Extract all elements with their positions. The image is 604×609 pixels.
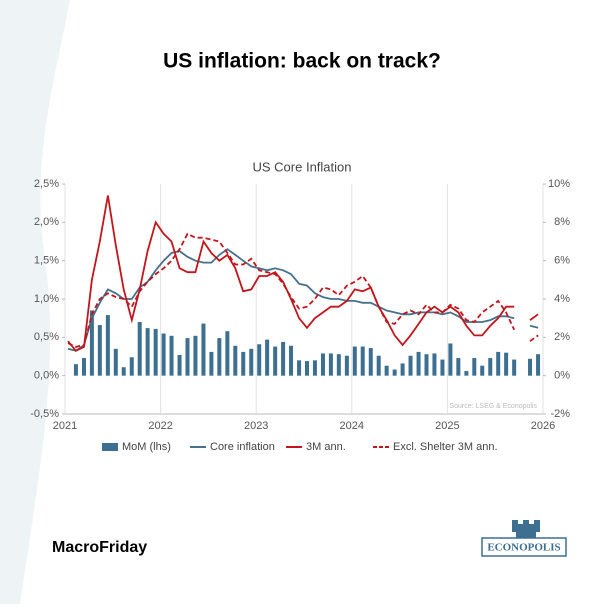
y2-tick-label: 2% [554, 331, 570, 343]
line [67, 195, 539, 352]
bar [289, 345, 294, 376]
bar [496, 351, 501, 376]
bar [440, 359, 445, 376]
bar [504, 352, 509, 376]
bar [512, 359, 517, 376]
brand: MacroFriday [52, 539, 147, 556]
x-tick-label: 2022 [148, 420, 172, 432]
bar [416, 351, 421, 376]
legend-label: MoM (lhs) [122, 441, 171, 453]
bar [129, 357, 134, 376]
bar [169, 335, 174, 376]
y-tick-label: 2,0% [34, 216, 59, 228]
y2-tick-label: 4% [554, 293, 570, 305]
bar [121, 367, 126, 376]
y-tick-label: 2,5% [34, 178, 59, 190]
bar [225, 331, 230, 376]
bar [456, 358, 461, 376]
bar [464, 371, 469, 376]
bar [320, 353, 325, 376]
logo: ECONOPOLIS [481, 520, 567, 557]
bar [408, 355, 413, 376]
logo-text: ECONOPOLIS [487, 542, 560, 554]
bar [528, 358, 533, 376]
bar [297, 360, 302, 376]
bar [145, 328, 150, 376]
bar [137, 322, 142, 376]
bar [480, 365, 485, 376]
bar [376, 355, 381, 376]
y2-tick-label: 0% [554, 370, 570, 382]
logo-box [481, 537, 567, 557]
bar [344, 355, 349, 376]
legend-label: 3M ann. [306, 441, 346, 453]
y2-tick-label: 8% [554, 216, 570, 228]
bar [153, 328, 158, 376]
y-tick-label: 1,0% [34, 293, 59, 305]
bar [249, 348, 254, 376]
bar [424, 354, 429, 376]
chart-title: US Core Inflation [253, 159, 352, 174]
bar [177, 354, 182, 376]
bar [97, 325, 102, 376]
bar [185, 338, 190, 376]
bar [273, 346, 278, 376]
bar [105, 315, 110, 376]
bar [328, 353, 333, 376]
bar [161, 333, 166, 376]
bar [233, 345, 238, 376]
y2-tick-label: -2% [550, 408, 570, 420]
y-tick-label: 0,5% [34, 331, 59, 343]
bar [488, 358, 493, 376]
bar [448, 343, 453, 376]
bar [472, 358, 477, 376]
bar [336, 354, 341, 376]
background-shape [0, 0, 70, 604]
bar [257, 344, 262, 376]
bar [265, 339, 270, 376]
x-tick-label: 2026 [531, 420, 555, 432]
bar [312, 360, 317, 376]
bar [89, 310, 94, 376]
y2-tick-label: 10% [548, 178, 570, 190]
legend-label: Excl. Shelter 3M ann. [393, 441, 498, 453]
line [67, 232, 539, 348]
x-tick-label: 2025 [435, 420, 459, 432]
bar [352, 346, 357, 376]
bar [281, 341, 286, 376]
bar [392, 369, 397, 376]
bar [305, 361, 309, 376]
bar [73, 364, 78, 376]
bar [209, 351, 214, 376]
line [67, 248, 539, 352]
bar [217, 338, 222, 376]
y-tick-label: 0,0% [34, 370, 59, 382]
y-tick-label: 1,5% [34, 255, 59, 267]
x-tick-label: 2021 [53, 420, 77, 432]
bar [81, 358, 86, 376]
logo-icon [512, 520, 540, 542]
page-title: US inflation: back on track? [163, 50, 441, 73]
bar [536, 354, 541, 376]
bar [113, 348, 118, 376]
bar [368, 348, 373, 376]
bar [193, 335, 198, 376]
bar [432, 353, 437, 376]
legend-label: Core inflation [210, 441, 275, 453]
y2-tick-label: 6% [554, 255, 570, 267]
source-note: Source: LSEG & Econopolis [449, 403, 537, 410]
legend-swatch [102, 443, 118, 451]
bar [201, 323, 206, 376]
y-tick-label: -0,5% [30, 408, 59, 420]
bar [360, 346, 365, 376]
bar [384, 365, 389, 376]
x-tick-label: 2023 [244, 420, 268, 432]
bar [400, 363, 405, 376]
bar [241, 351, 246, 376]
x-tick-label: 2024 [340, 420, 364, 432]
